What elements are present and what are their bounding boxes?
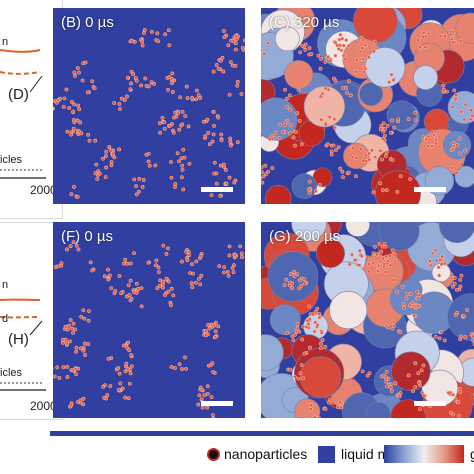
panel-c-label: (C) 320 µs [269,14,340,31]
panel-b-scale-bar [201,187,233,192]
panel-f-scale-bar [201,401,233,406]
panel-c-grain-map [261,8,474,204]
plot-bottom-legend-3: icles [0,367,23,379]
plot-bottom-xtick: 2000 [30,399,57,413]
legend-rule [50,431,474,436]
panel-f-label: (F) 0 µs [61,228,113,245]
plot-top-legend-2: icles [0,154,23,166]
panel-c-scale-bar [414,187,446,192]
legend-grain-colorbar: g [384,444,474,464]
plot-top-marker-d: (D) [8,86,29,103]
plot-curves-bottom [0,298,46,391]
line-plot-bottom: n d (H) icles 2000 [0,222,63,420]
legend-cut-label: g [470,446,474,462]
panel-g-scale-bar [414,401,446,406]
grain-orientation-colorbar [384,445,464,463]
panel-b-particles [53,28,245,199]
panel-c-grains: (C) 320 µs [261,8,474,204]
panel-f-particles [53,240,244,418]
legend-nanoparticles: nanoparticles [207,444,307,464]
panel-g-grain-map [261,222,474,418]
plot-bottom-legend-2: d [2,313,9,325]
plot-top-legend-1: n [2,36,9,48]
plot-bottom-legend-1: n [2,279,9,291]
legend-nanoparticles-label: nanoparticles [224,446,308,462]
panel-f-nanoparticles-initial: (F) 0 µs [53,222,245,418]
plot-curves-top [0,49,46,179]
nanoparticle-marker-icon [207,447,220,461]
panel-b-nanoparticles-initial: (B) 0 µs [53,8,245,204]
panel-b-label: (B) 0 µs [61,14,114,31]
panel-g-label: (G) 200 µs [269,228,341,245]
panel-g-grains: (G) 200 µs [261,222,474,418]
plot-bottom-marker-h: (H) [8,331,29,348]
liquid-melt-swatch-icon [318,445,335,463]
plot-top-xtick: 2000 [30,183,57,197]
